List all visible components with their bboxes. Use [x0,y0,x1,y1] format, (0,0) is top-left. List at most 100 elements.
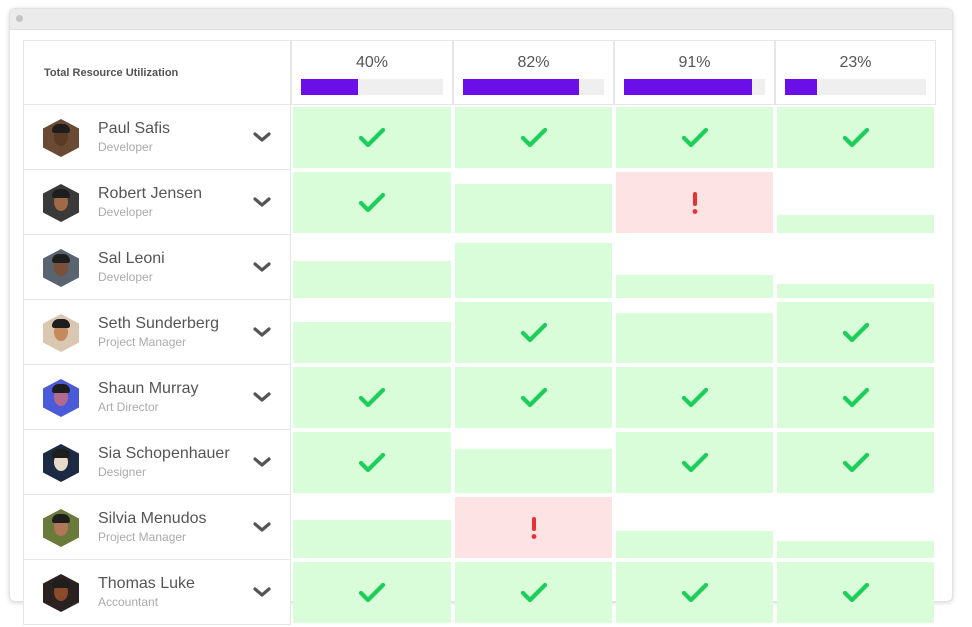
allocation-fill [455,184,612,233]
utilization-cell[interactable] [614,105,775,170]
utilization-bar [301,79,443,95]
utilization-cell[interactable] [453,300,614,365]
check-icon [358,126,386,150]
window-control-dot[interactable] [16,15,23,22]
allocation-fill [777,562,934,623]
utilization-cell[interactable] [291,235,453,300]
person-role: Developer [98,270,153,284]
chevron-down-icon[interactable] [250,129,274,145]
utilization-cell[interactable] [291,170,453,235]
utilization-bar-fill [624,79,753,95]
chevron-down-icon[interactable] [250,389,274,405]
check-icon [358,451,386,475]
chevron-down-icon[interactable] [250,259,274,275]
avatar [43,314,79,352]
check-icon [681,451,709,475]
utilization-cell[interactable] [775,235,936,300]
avatar [43,184,79,222]
utilization-cell[interactable] [614,365,775,430]
utilization-cell[interactable] [614,430,775,495]
utilization-cell[interactable] [453,105,614,170]
allocation-fill [455,449,612,493]
person-row: Sal Leoni Developer [23,235,291,300]
utilization-column-header: 40% [291,40,453,105]
utilization-cell[interactable] [291,430,453,495]
utilization-cell[interactable] [614,560,775,625]
person-name: Robert Jensen [98,185,203,202]
person-name: Sia Schopenhauer [98,445,230,462]
utilization-cell[interactable] [775,105,936,170]
person-row: Shaun Murray Art Director [23,365,291,430]
utilization-cell[interactable] [291,300,453,365]
utilization-cell[interactable] [614,495,775,560]
check-icon [520,321,548,345]
utilization-cell[interactable] [614,300,775,365]
utilization-cell[interactable] [291,495,453,560]
utilization-cell[interactable] [614,170,775,235]
check-icon [842,126,870,150]
utilization-bar-fill [785,79,818,95]
utilization-cell[interactable] [291,560,453,625]
check-icon [842,451,870,475]
grid-header-label: Total Resource Utilization [23,40,291,105]
allocation-fill [777,367,934,428]
utilization-cell[interactable] [453,170,614,235]
chevron-down-icon[interactable] [250,194,274,210]
person-name: Thomas Luke [98,575,195,592]
utilization-cell[interactable] [775,495,936,560]
utilization-cell[interactable] [291,105,453,170]
check-icon [842,321,870,345]
allocation-fill [777,283,934,298]
utilization-cell[interactable] [775,560,936,625]
allocation-fill [616,367,773,428]
allocation-fill [777,432,934,493]
avatar [43,249,79,287]
person-name: Silvia Menudos [98,510,207,527]
allocation-fill [455,367,612,428]
utilization-bar [624,79,765,95]
utilization-cell[interactable] [453,430,614,495]
utilization-bar-fill [463,79,579,95]
chevron-down-icon[interactable] [250,519,274,535]
person-role: Project Manager [98,530,187,544]
utilization-cell[interactable] [453,560,614,625]
allocation-fill [777,302,934,363]
check-icon [520,386,548,410]
allocation-fill [293,172,451,233]
allocation-fill [293,367,451,428]
check-icon [842,386,870,410]
utilization-cell[interactable] [775,430,936,495]
allocation-fill [616,274,773,298]
allocation-fill [293,261,451,298]
allocation-fill [293,432,451,493]
allocation-fill [293,107,451,168]
utilization-cell[interactable] [453,235,614,300]
avatar [43,379,79,417]
utilization-grid: Total Resource Utilization 40% 82% 91% 23% P… [23,40,939,625]
person-role: Designer [98,465,147,479]
check-icon [520,126,548,150]
utilization-cell[interactable] [775,170,936,235]
person-name: Shaun Murray [98,380,199,397]
allocation-fill [293,562,451,623]
utilization-cell[interactable] [291,365,453,430]
utilization-cell[interactable] [775,300,936,365]
allocation-fill [777,214,934,233]
allocation-fill [293,322,451,363]
utilization-cell[interactable] [453,495,614,560]
person-role: Developer [98,205,153,219]
utilization-cell[interactable] [775,365,936,430]
allocation-fill [455,302,612,363]
utilization-cell[interactable] [614,235,775,300]
chevron-down-icon[interactable] [250,324,274,340]
chevron-down-icon[interactable] [250,584,274,600]
allocation-fill [616,530,773,558]
person-row: Sia Schopenhauer Designer [23,430,291,495]
avatar [43,119,79,157]
chevron-down-icon[interactable] [250,454,274,470]
allocation-fill [616,432,773,493]
utilization-cell[interactable] [453,365,614,430]
avatar [43,509,79,547]
utilization-bar [785,79,926,95]
allocation-fill [616,562,773,623]
